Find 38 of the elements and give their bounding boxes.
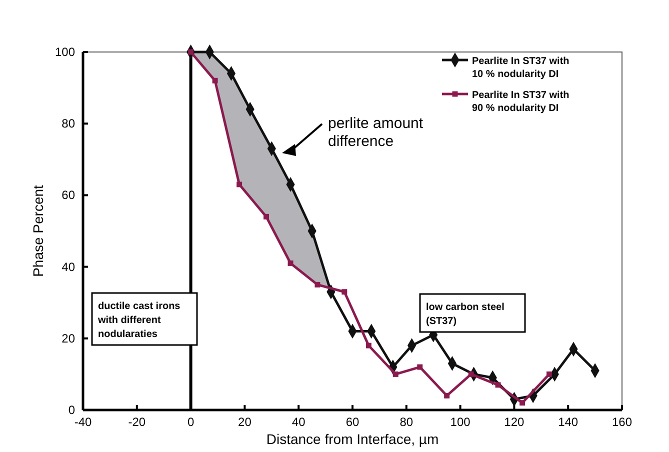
point	[366, 342, 372, 348]
point	[546, 371, 552, 377]
x-tick-label: -20	[128, 415, 146, 429]
annotation: low carbon steel (ST37)	[426, 302, 505, 327]
y-tick-label: 20	[62, 331, 76, 346]
y-tick-label: 100	[54, 45, 76, 59]
legend-label: Pearlite In ST37 with 90 % nodularity DI	[472, 90, 570, 114]
x-axis-title: Distance from Interface, µm	[266, 431, 439, 447]
y-tick-label: 40	[62, 260, 76, 274]
x-tick-label: 140	[558, 415, 578, 429]
x-tick-label: -40	[74, 415, 92, 429]
point	[417, 364, 423, 370]
annotation: perlite amount difference	[328, 115, 424, 150]
y-tick-label: 0	[68, 403, 76, 417]
x-tick-label: 100	[450, 415, 471, 429]
y-axis-title: Phase Percent	[30, 184, 46, 277]
point	[314, 282, 320, 288]
x-tick-label: 60	[346, 415, 360, 429]
x-tick-label: 120	[504, 415, 525, 429]
x-tick-label: 160	[612, 415, 632, 429]
y-tick-label: 60	[62, 188, 76, 202]
x-tick-label: 0	[187, 415, 194, 429]
point	[236, 182, 242, 188]
point	[468, 371, 474, 377]
point	[264, 214, 269, 220]
point	[288, 260, 294, 266]
point	[444, 392, 450, 398]
point	[520, 400, 526, 406]
point	[392, 371, 398, 377]
x-tick-label: 40	[292, 415, 306, 429]
annotation: ductile cast irons with different nodularaties	[97, 301, 181, 340]
point	[342, 289, 348, 295]
x-tick-label: 20	[238, 415, 252, 429]
legend-label: Pearlite In ST37 with 10 % nodularity DI	[472, 56, 570, 80]
x-tick-label: 80	[400, 415, 414, 429]
point	[212, 78, 218, 84]
point	[495, 382, 501, 388]
y-tick-label: 80	[62, 116, 76, 131]
